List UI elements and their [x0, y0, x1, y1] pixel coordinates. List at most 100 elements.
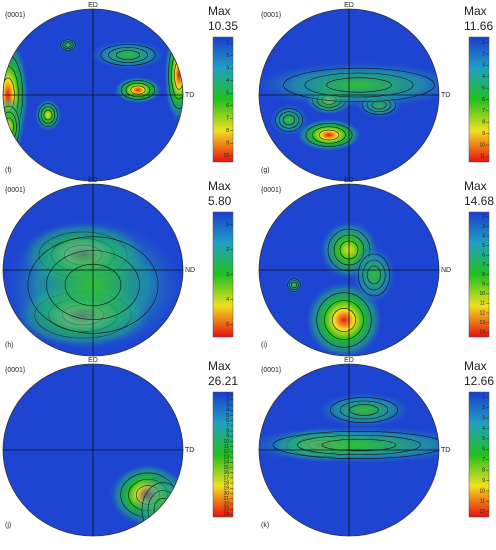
- plane-label: {0001}: [261, 12, 282, 19]
- contour-line: [331, 307, 356, 332]
- max-label: Max: [208, 4, 231, 18]
- panel-letter: (i): [261, 342, 267, 349]
- colorbar-label: 7: [226, 116, 229, 122]
- colorbar-label: 11: [480, 301, 485, 307]
- colorbar-label: 8: [226, 128, 229, 134]
- right-direction: ND: [185, 267, 195, 274]
- contour-line: [366, 265, 382, 285]
- colorbar-label: 14: [223, 460, 229, 466]
- contours: [109, 463, 183, 536]
- contour-line: [60, 39, 76, 51]
- colorbar-label: 6: [226, 418, 229, 424]
- contour-line: [100, 44, 156, 66]
- colorbar-label: 2: [226, 397, 229, 403]
- colorbar-label: 19: [223, 486, 229, 492]
- colorbar-label: 6: [482, 447, 485, 453]
- colorbar-label: 4: [226, 297, 229, 303]
- contour-line: [316, 292, 372, 348]
- contour-line: [40, 106, 56, 124]
- max-label: Max: [208, 359, 231, 373]
- contour-line: [141, 482, 183, 536]
- colorbar-label: 5: [226, 91, 229, 97]
- colorbar-label: 20: [223, 491, 229, 497]
- colorbar-label: 3: [482, 224, 485, 230]
- contours: [259, 61, 439, 152]
- top-direction: ED: [88, 2, 98, 9]
- colorbar-label: 2: [226, 53, 229, 59]
- colorbar-label: 1: [226, 41, 229, 47]
- colorbar-label: 21: [223, 496, 229, 502]
- max-value: 5.80: [208, 194, 232, 208]
- colorbar-label: 14: [479, 330, 485, 336]
- contour-line: [290, 281, 297, 288]
- max-label: Max: [208, 179, 231, 193]
- plane-label: {0001}: [261, 187, 282, 194]
- max-label: Max: [464, 179, 487, 193]
- right-direction: TD: [441, 92, 450, 99]
- colorbar: [212, 391, 234, 518]
- colorbar-label: 23: [223, 507, 229, 513]
- plane-label: {0001}: [261, 367, 282, 374]
- max-label: Max: [464, 359, 487, 373]
- contours: [285, 220, 397, 356]
- contour-line: [38, 103, 58, 127]
- contour-line: [362, 259, 386, 291]
- max-value: 11.66: [464, 19, 493, 33]
- colorbar-label: 5: [482, 243, 485, 249]
- colorbar-label: 11: [480, 499, 485, 505]
- colorbar-label: 4: [482, 426, 485, 432]
- contour-line: [297, 434, 421, 456]
- contour-line: [43, 109, 53, 121]
- colorbar-label: 1: [482, 395, 485, 401]
- contour-line: [282, 114, 296, 126]
- colorbar-label: 12: [479, 509, 485, 515]
- colorbar-label: 1: [482, 40, 485, 46]
- colorbar-label: 17: [223, 475, 229, 481]
- colorbar-label: 10: [479, 291, 485, 297]
- colorbar-label: 2: [226, 247, 229, 253]
- colorbar-label: 9: [482, 478, 485, 484]
- contour-line: [339, 400, 389, 420]
- colorbar-label: 3: [482, 63, 485, 69]
- contours: [259, 392, 439, 465]
- contour-line: [305, 123, 353, 147]
- colorbar-label: 2: [482, 51, 485, 57]
- contour-line: [64, 42, 72, 48]
- plane-label: {0001}: [5, 367, 26, 374]
- colorbar-label: 1: [226, 392, 229, 398]
- top-direction: ED: [344, 177, 354, 184]
- colorbar-label: 10: [223, 153, 229, 159]
- contour-line: [318, 129, 340, 141]
- max-value: 26.21: [208, 374, 238, 388]
- contour-line: [304, 72, 414, 98]
- right-direction: TD: [185, 92, 194, 99]
- contour-line: [312, 126, 346, 144]
- contour-line: [326, 77, 392, 93]
- colorbar-label: 2: [482, 405, 485, 411]
- colorbar-label: 8: [482, 467, 485, 473]
- contour-line: [125, 82, 151, 98]
- plane-label: {0001}: [5, 12, 26, 19]
- pole-outline: [2, 8, 184, 182]
- pole-figure: {0001}EDTD(j)Max26.211234567891011121314…: [2, 357, 238, 537]
- colorbar-label: 3: [226, 402, 229, 408]
- top-direction: ED: [344, 2, 354, 9]
- pole-outline: [2, 363, 184, 537]
- colorbar-label: 6: [226, 103, 229, 109]
- contour-line: [330, 397, 398, 423]
- colorbar-label: 6: [482, 253, 485, 259]
- panel-letter: (j): [5, 522, 11, 529]
- pole-outline: [258, 363, 440, 537]
- colorbar-label: 7: [226, 423, 229, 429]
- colorbar: [212, 36, 234, 163]
- colorbar-label: 12: [223, 449, 229, 455]
- colorbar-label: 5: [226, 322, 229, 328]
- max-value: 12.66: [464, 374, 494, 388]
- panel-letter: (g): [261, 167, 270, 174]
- plane-label: {0001}: [5, 187, 26, 194]
- right-direction: TD: [441, 447, 450, 454]
- colorbar-label: 11: [480, 154, 485, 160]
- contour-line: [275, 108, 303, 132]
